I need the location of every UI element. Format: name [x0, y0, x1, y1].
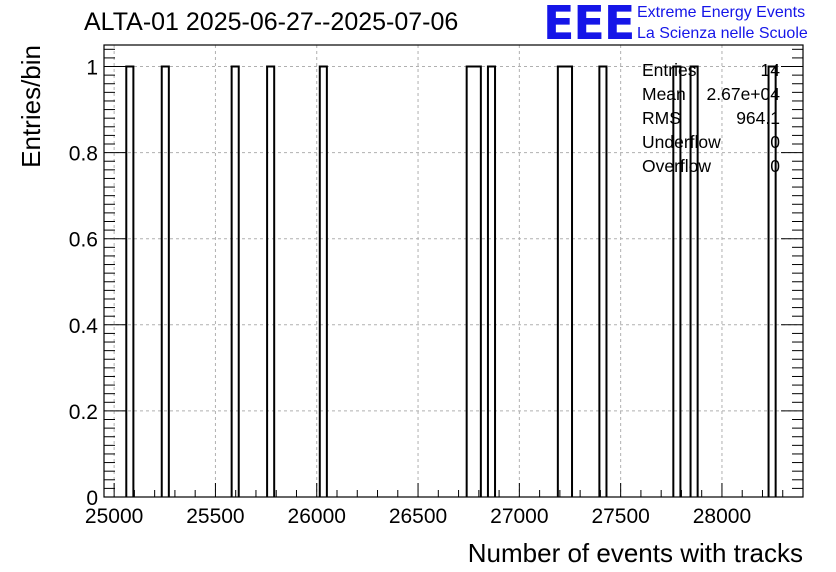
- eee-logo: EEE: [543, 0, 635, 50]
- stat-row-entries: Entries 14: [640, 60, 780, 84]
- x-tick-label: 26000: [288, 505, 346, 528]
- stats-box: Entries 14 Mean 2.67e+04 RMS 964.1 Under…: [640, 60, 780, 180]
- logo-line-1: Extreme Energy Events: [637, 4, 806, 21]
- histogram-bar: [318, 65, 328, 497]
- histogram-bar: [767, 65, 777, 497]
- stat-name: Underflow: [642, 132, 721, 152]
- y-tick-label: 0.2: [69, 401, 98, 424]
- histogram-bar: [598, 65, 608, 497]
- plot-frame: [103, 44, 804, 498]
- histogram-bar: [689, 65, 699, 497]
- stat-row-overflow: Overflow 0: [640, 156, 780, 180]
- x-tick-label: 28000: [693, 505, 751, 528]
- histogram-bar: [266, 65, 276, 497]
- stat-name: RMS: [642, 108, 681, 128]
- histogram-bar: [465, 65, 482, 497]
- x-axis-title: Number of events with tracks: [468, 538, 803, 568]
- stat-value: 2.67e+04: [706, 84, 780, 104]
- x-tick-label: 25000: [85, 505, 143, 528]
- grid: [104, 45, 803, 497]
- histogram-bar: [230, 65, 240, 497]
- y-tick-label: 0.6: [69, 229, 98, 252]
- y-tick-label: 1: [86, 57, 98, 80]
- y-tick-label: 0: [86, 487, 98, 510]
- stat-value: 0: [770, 156, 780, 176]
- x-tick-label: 27500: [591, 505, 649, 528]
- x-tick-label: 27000: [490, 505, 548, 528]
- histogram-bars: [125, 65, 777, 497]
- y-tick-label: 0.8: [69, 143, 98, 166]
- histogram-bar: [160, 65, 170, 497]
- histogram-bar: [125, 65, 135, 497]
- x-tick-label: 25500: [186, 505, 244, 528]
- chart-title: ALTA-01 2025-06-27--2025-07-06: [84, 8, 459, 36]
- y-tick-labels: 0 0.2 0.4 0.6 0.8 1: [69, 57, 99, 510]
- stat-value: 964.1: [736, 108, 780, 128]
- x-tick-labels: 25000 25500 26000 26500 27000 27500 28000: [85, 505, 751, 528]
- histogram-bar: [556, 65, 574, 497]
- x-tick-label: 26500: [389, 505, 447, 528]
- axis-ticks: [104, 48, 804, 498]
- stat-name: Entries: [642, 60, 697, 80]
- histogram-bar: [672, 65, 682, 497]
- stat-row-underflow: Underflow 0: [640, 132, 780, 156]
- stat-value: 14: [760, 60, 780, 80]
- stat-name: Mean: [642, 84, 686, 104]
- y-axis-title: Entries/bin: [16, 45, 46, 168]
- y-tick-label: 0.4: [69, 315, 99, 338]
- logo-line-2: La Scienza nelle Scuole: [637, 25, 808, 42]
- stat-row-rms: RMS 964.1: [640, 108, 780, 132]
- stat-row-mean: Mean 2.67e+04: [640, 84, 780, 108]
- histogram-bar: [486, 65, 497, 497]
- stat-value: 0: [770, 132, 780, 152]
- stat-name: Overflow: [642, 156, 712, 176]
